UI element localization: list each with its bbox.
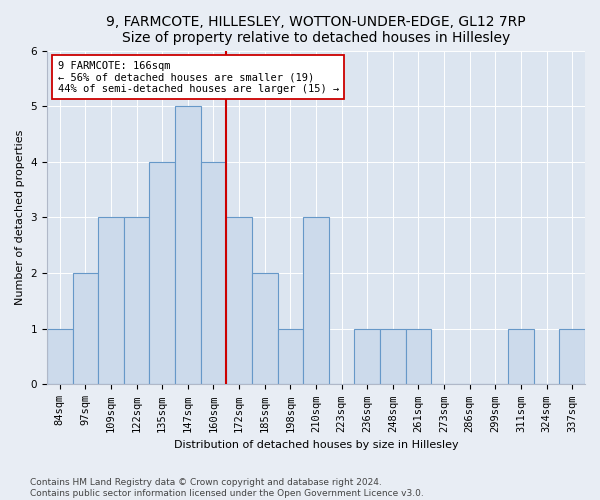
Bar xyxy=(303,218,329,384)
Bar xyxy=(124,218,149,384)
Title: 9, FARMCOTE, HILLESLEY, WOTTON-UNDER-EDGE, GL12 7RP
Size of property relative to: 9, FARMCOTE, HILLESLEY, WOTTON-UNDER-EDG… xyxy=(106,15,526,45)
Text: Contains HM Land Registry data © Crown copyright and database right 2024.
Contai: Contains HM Land Registry data © Crown c… xyxy=(30,478,424,498)
Bar xyxy=(47,329,73,384)
Bar xyxy=(406,329,431,384)
Bar xyxy=(380,329,406,384)
Bar xyxy=(278,329,303,384)
Bar xyxy=(559,329,585,384)
Y-axis label: Number of detached properties: Number of detached properties xyxy=(15,130,25,305)
Bar xyxy=(73,273,98,384)
Bar xyxy=(508,329,534,384)
Text: 9 FARMCOTE: 166sqm
← 56% of detached houses are smaller (19)
44% of semi-detache: 9 FARMCOTE: 166sqm ← 56% of detached hou… xyxy=(58,60,339,94)
Bar xyxy=(149,162,175,384)
Bar xyxy=(98,218,124,384)
Bar xyxy=(226,218,252,384)
Bar xyxy=(200,162,226,384)
Bar xyxy=(252,273,278,384)
Bar xyxy=(355,329,380,384)
Bar xyxy=(175,106,200,384)
X-axis label: Distribution of detached houses by size in Hillesley: Distribution of detached houses by size … xyxy=(173,440,458,450)
